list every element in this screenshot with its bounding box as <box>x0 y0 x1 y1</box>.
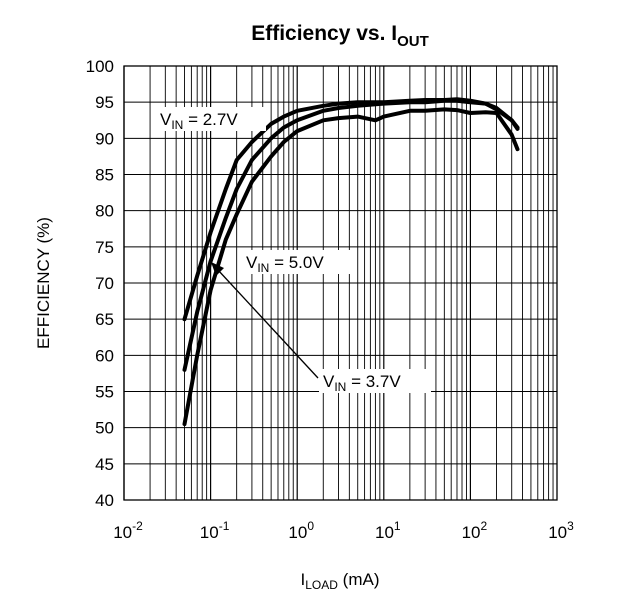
y-tick-label: 40 <box>95 491 114 510</box>
y-tick-label: 80 <box>95 202 114 221</box>
series-line-vin-2-7v <box>182 97 520 322</box>
y-tick-label: 95 <box>95 93 114 112</box>
y-tick-label: 60 <box>95 346 114 365</box>
y-tick-label: 65 <box>95 310 114 329</box>
annotation-arrow-line <box>217 269 319 379</box>
y-tick-label: 70 <box>95 274 114 293</box>
y-tick-label: 45 <box>95 455 114 474</box>
y-tick-label: 55 <box>95 383 114 402</box>
x-tick-label: 10-1 <box>200 519 230 542</box>
plot-frame <box>123 65 558 501</box>
label-vin-3-7v: VIN = 3.7V <box>323 372 401 394</box>
annotation-arrow-head <box>211 262 224 276</box>
grid <box>123 65 558 501</box>
series-lines <box>182 97 520 427</box>
tick-labels: 40 45 50 55 60 65 70 75 80 85 90 95 100 10-2 10-1 100 10… <box>86 57 574 542</box>
annotations: VIN = 2.7V VIN = 5.0V VIN = 3.7V <box>156 107 431 394</box>
y-tick-label: 50 <box>95 419 114 438</box>
label-vin-5-0v-box <box>242 250 352 274</box>
x-tick-label: 10-2 <box>113 519 143 542</box>
x-tick-label: 100 <box>288 519 314 542</box>
x-tick-label: 102 <box>462 519 488 542</box>
y-axis-label: EFFICIENCY (%) <box>34 217 53 349</box>
y-tick-label: 90 <box>95 129 114 148</box>
series-line-vin-5-0v <box>182 107 520 427</box>
x-tick-label: 103 <box>548 519 574 542</box>
y-tick-label: 85 <box>95 166 114 185</box>
label-vin-5-0v: VIN = 5.0V <box>246 253 324 275</box>
label-vin-3-7v-box <box>319 369 431 393</box>
y-tick-label: 75 <box>95 238 114 257</box>
x-axis-label: ILOAD (mA) <box>301 570 380 592</box>
label-vin-2-7v-box <box>156 107 266 131</box>
x-tick-label: 101 <box>375 519 401 542</box>
series-line-vin-3-7v <box>182 98 520 372</box>
label-vin-2-7v: VIN = 2.7V <box>160 110 238 132</box>
chart-title: Efficiency vs. IOUT <box>251 22 429 50</box>
y-tick-label: 100 <box>86 57 114 76</box>
